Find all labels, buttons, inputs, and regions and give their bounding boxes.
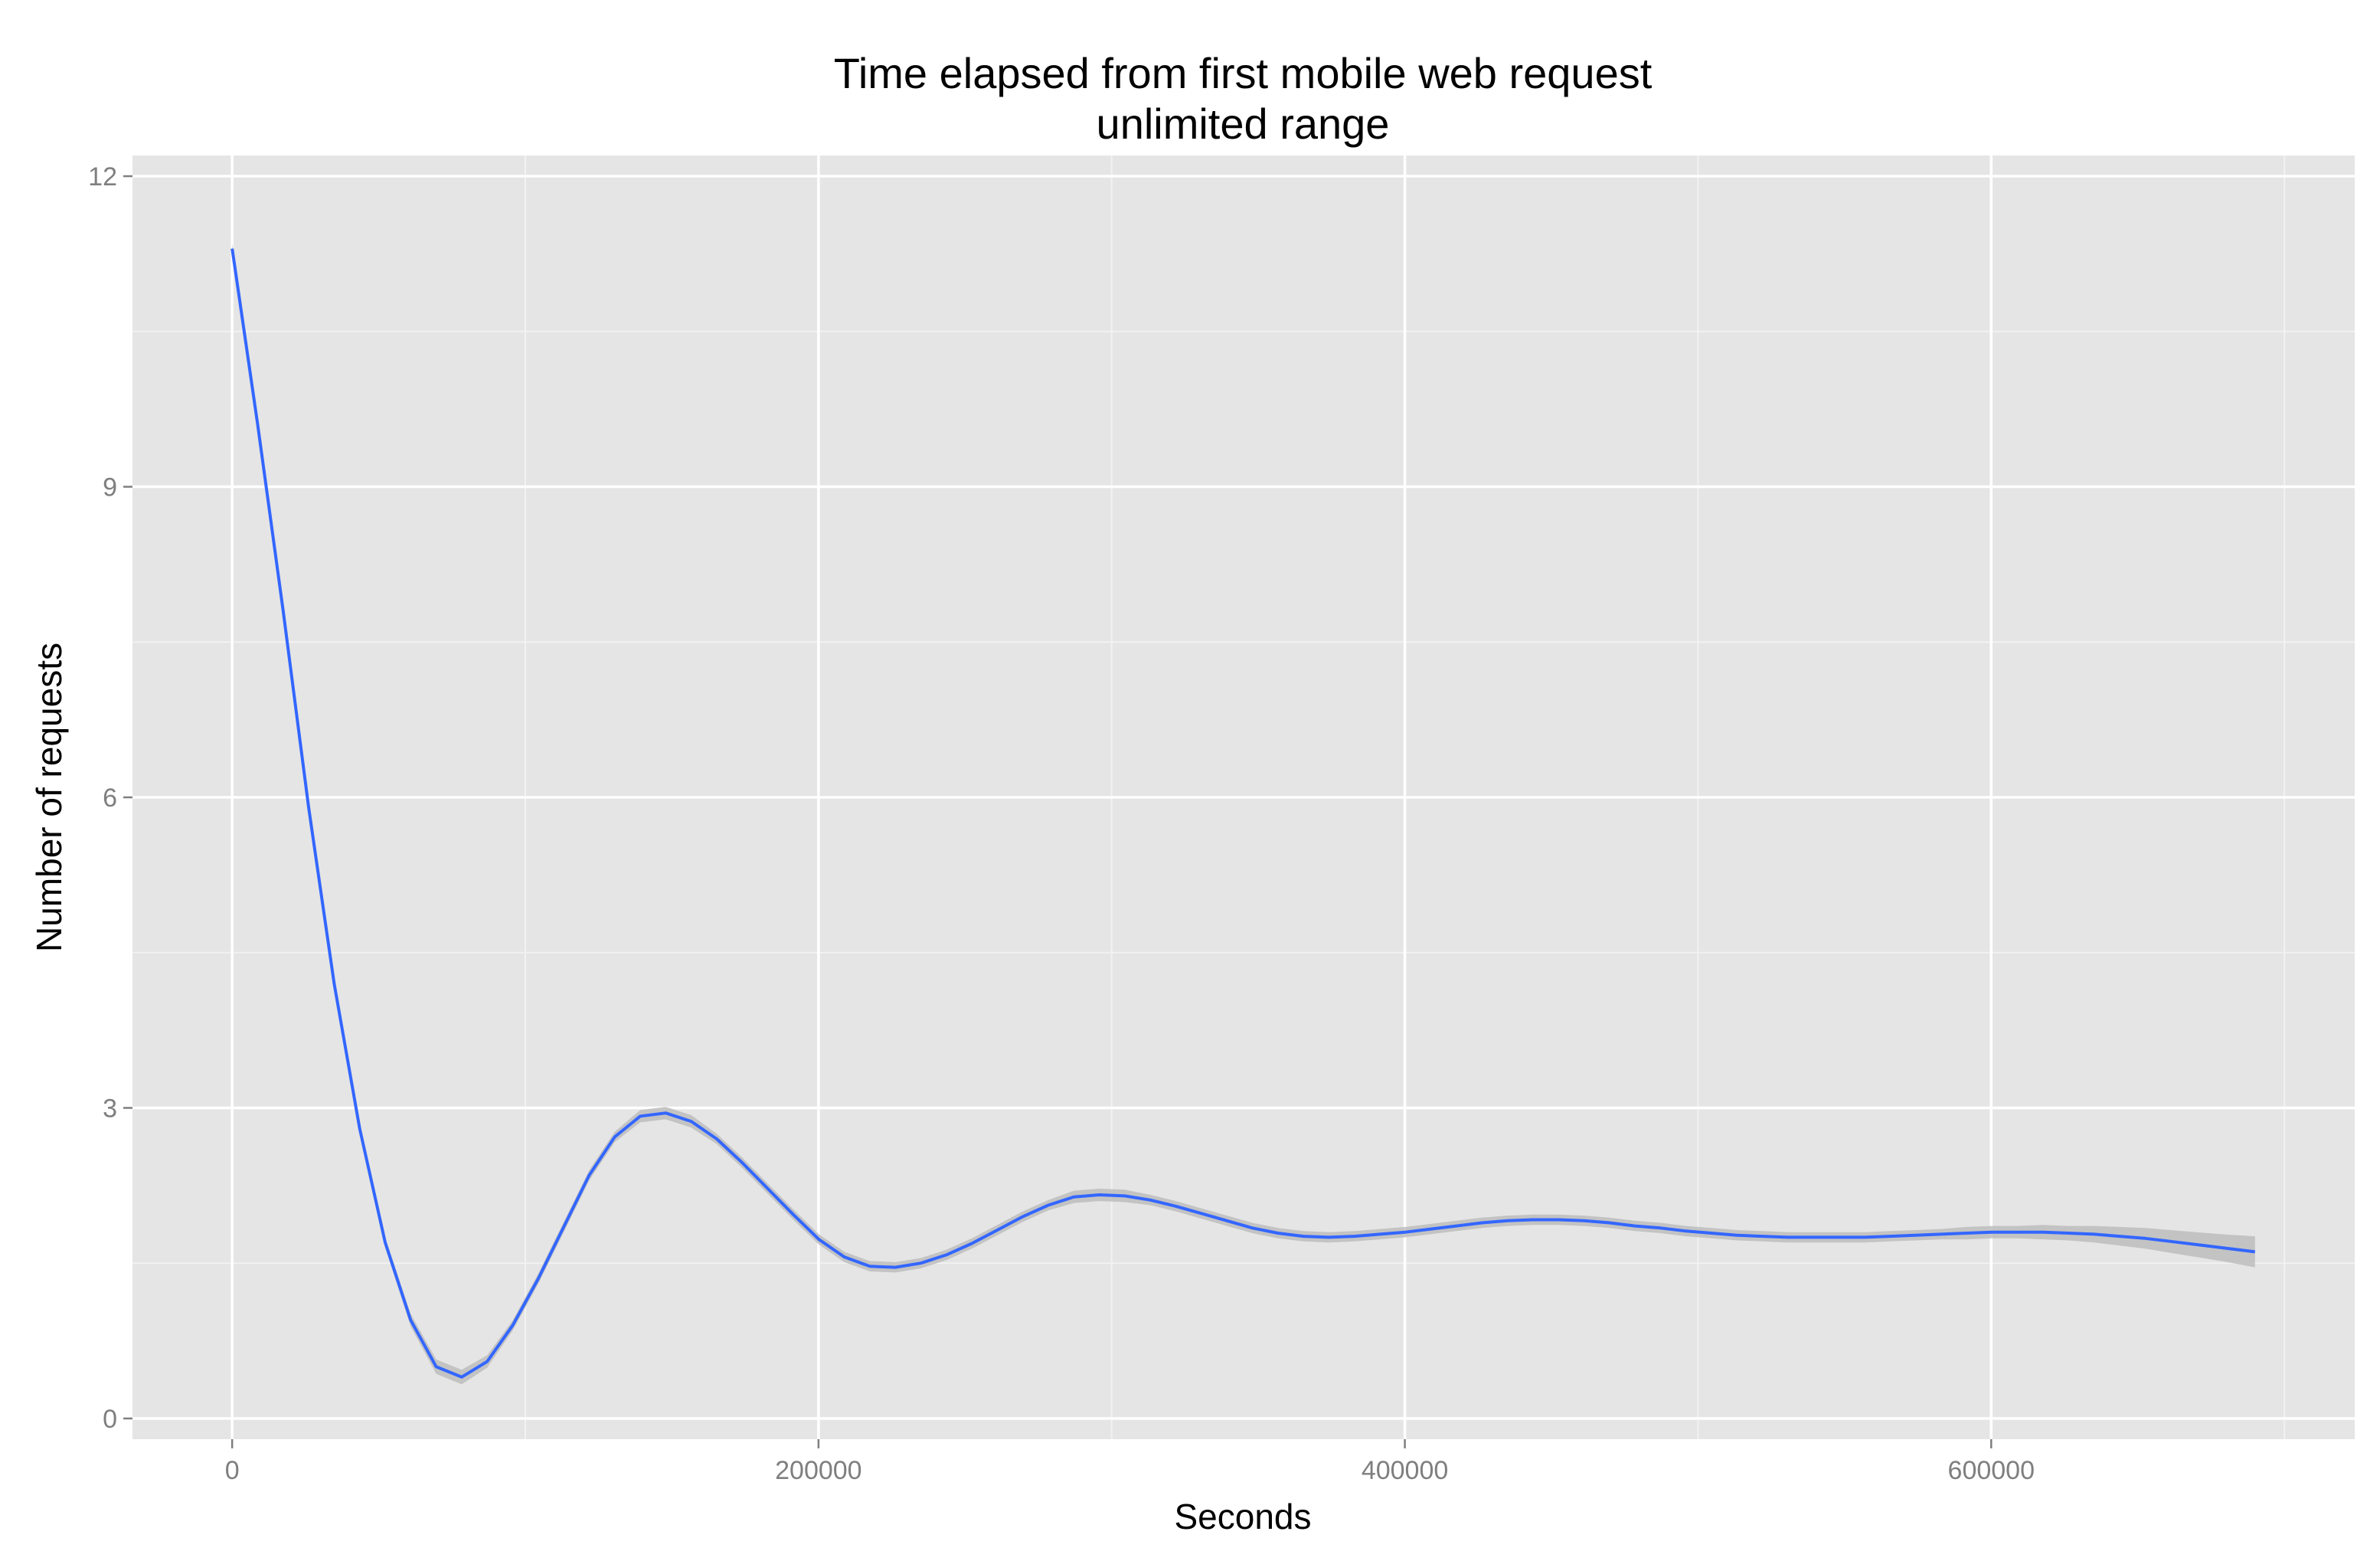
grid-major bbox=[132, 155, 2355, 1439]
y-axis-title: Number of requests bbox=[29, 643, 69, 952]
y-tick-labels: 0 3 6 9 12 bbox=[88, 162, 117, 1434]
chart-title: Time elapsed from first mobile web reque… bbox=[834, 49, 1653, 97]
series-line bbox=[230, 248, 2256, 1379]
y-tick-label: 0 bbox=[103, 1405, 117, 1434]
x-tick-label: 600000 bbox=[1948, 1456, 2035, 1485]
y-tick-label: 3 bbox=[103, 1094, 117, 1123]
y-tick-label: 9 bbox=[103, 473, 117, 502]
x-tick-label: 200000 bbox=[775, 1456, 861, 1485]
y-tick-label: 12 bbox=[88, 162, 117, 191]
x-axis-title: Seconds bbox=[1174, 1497, 1311, 1536]
x-tick-label: 400000 bbox=[1362, 1456, 1448, 1485]
x-tick-label: 0 bbox=[225, 1456, 240, 1485]
axis-ticks bbox=[123, 175, 1993, 1448]
y-tick-label: 6 bbox=[103, 784, 117, 813]
x-tick-labels: 0 200000 400000 600000 bbox=[225, 1456, 2035, 1485]
chart-subtitle: unlimited range bbox=[1097, 100, 1390, 148]
